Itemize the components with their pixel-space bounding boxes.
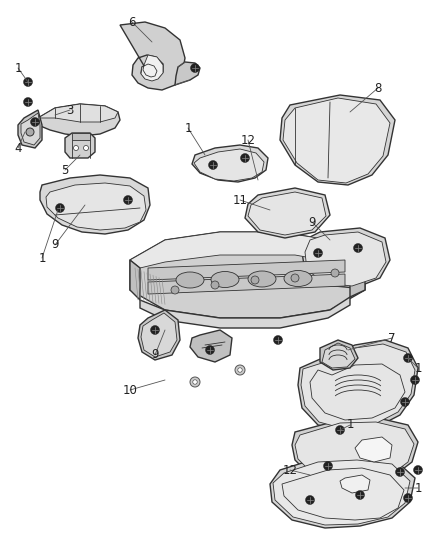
Polygon shape xyxy=(148,274,345,294)
Circle shape xyxy=(403,353,413,362)
Circle shape xyxy=(56,204,64,213)
Polygon shape xyxy=(38,104,120,136)
Polygon shape xyxy=(120,22,185,90)
Circle shape xyxy=(235,365,245,375)
Text: 11: 11 xyxy=(233,193,247,206)
Polygon shape xyxy=(190,330,232,362)
Text: 3: 3 xyxy=(66,103,74,117)
Text: 1: 1 xyxy=(14,61,22,75)
Polygon shape xyxy=(175,62,200,85)
Polygon shape xyxy=(40,175,150,234)
Circle shape xyxy=(336,425,345,434)
Circle shape xyxy=(124,196,133,205)
Polygon shape xyxy=(350,260,365,297)
Polygon shape xyxy=(140,297,350,328)
Text: 1: 1 xyxy=(414,361,422,375)
Text: 12: 12 xyxy=(240,133,255,147)
Polygon shape xyxy=(280,95,395,185)
Polygon shape xyxy=(245,188,330,238)
Ellipse shape xyxy=(284,271,312,287)
Circle shape xyxy=(240,154,250,163)
Circle shape xyxy=(151,326,159,335)
Polygon shape xyxy=(148,260,345,280)
Circle shape xyxy=(193,379,197,384)
Text: 9: 9 xyxy=(51,238,59,252)
Text: 7: 7 xyxy=(388,332,396,344)
Polygon shape xyxy=(305,232,386,286)
Text: 1: 1 xyxy=(38,252,46,264)
Polygon shape xyxy=(340,475,370,493)
Ellipse shape xyxy=(176,272,204,288)
Polygon shape xyxy=(72,133,90,140)
Text: 1: 1 xyxy=(346,418,354,432)
Circle shape xyxy=(84,146,88,150)
Polygon shape xyxy=(130,232,365,268)
Polygon shape xyxy=(301,344,415,429)
Polygon shape xyxy=(130,232,365,318)
Polygon shape xyxy=(141,55,163,81)
Polygon shape xyxy=(248,192,326,235)
Text: 12: 12 xyxy=(283,464,297,477)
Polygon shape xyxy=(270,455,415,528)
Polygon shape xyxy=(18,110,42,148)
Polygon shape xyxy=(320,340,358,370)
Polygon shape xyxy=(130,260,140,300)
Circle shape xyxy=(238,368,242,372)
Circle shape xyxy=(331,269,339,277)
Polygon shape xyxy=(292,418,418,482)
Circle shape xyxy=(208,160,218,169)
Circle shape xyxy=(31,117,39,126)
Text: 9: 9 xyxy=(308,215,316,229)
Circle shape xyxy=(291,274,299,282)
Text: 6: 6 xyxy=(128,15,136,28)
Polygon shape xyxy=(141,313,177,357)
Circle shape xyxy=(251,276,259,284)
Ellipse shape xyxy=(211,271,239,287)
Polygon shape xyxy=(283,98,390,183)
Circle shape xyxy=(191,63,199,72)
Circle shape xyxy=(324,462,332,471)
Circle shape xyxy=(353,244,363,253)
Circle shape xyxy=(26,128,34,136)
Circle shape xyxy=(205,345,215,354)
Polygon shape xyxy=(355,437,392,462)
Circle shape xyxy=(356,490,364,499)
Circle shape xyxy=(314,248,322,257)
Polygon shape xyxy=(192,145,268,182)
Text: 4: 4 xyxy=(14,141,22,155)
Polygon shape xyxy=(322,343,355,368)
Polygon shape xyxy=(298,340,418,432)
Text: 10: 10 xyxy=(123,384,138,397)
Circle shape xyxy=(190,377,200,387)
Circle shape xyxy=(24,77,32,86)
Circle shape xyxy=(396,467,405,477)
Circle shape xyxy=(305,496,314,505)
Circle shape xyxy=(410,376,420,384)
Ellipse shape xyxy=(248,271,276,287)
Circle shape xyxy=(273,335,283,344)
Text: 5: 5 xyxy=(61,164,69,176)
Polygon shape xyxy=(46,183,146,230)
Circle shape xyxy=(413,465,423,474)
Circle shape xyxy=(403,494,413,503)
Polygon shape xyxy=(194,149,264,181)
Text: 1: 1 xyxy=(184,122,192,134)
Polygon shape xyxy=(65,133,95,158)
Polygon shape xyxy=(138,310,180,360)
Polygon shape xyxy=(273,460,410,525)
Circle shape xyxy=(400,398,410,407)
Polygon shape xyxy=(295,422,414,480)
Circle shape xyxy=(24,98,32,107)
Circle shape xyxy=(211,281,219,289)
Circle shape xyxy=(171,286,179,294)
Polygon shape xyxy=(302,228,390,288)
Polygon shape xyxy=(21,113,40,145)
Text: 8: 8 xyxy=(374,82,381,94)
Polygon shape xyxy=(38,104,118,122)
Text: 1: 1 xyxy=(414,481,422,495)
Text: 9: 9 xyxy=(151,349,159,361)
Circle shape xyxy=(74,146,78,150)
